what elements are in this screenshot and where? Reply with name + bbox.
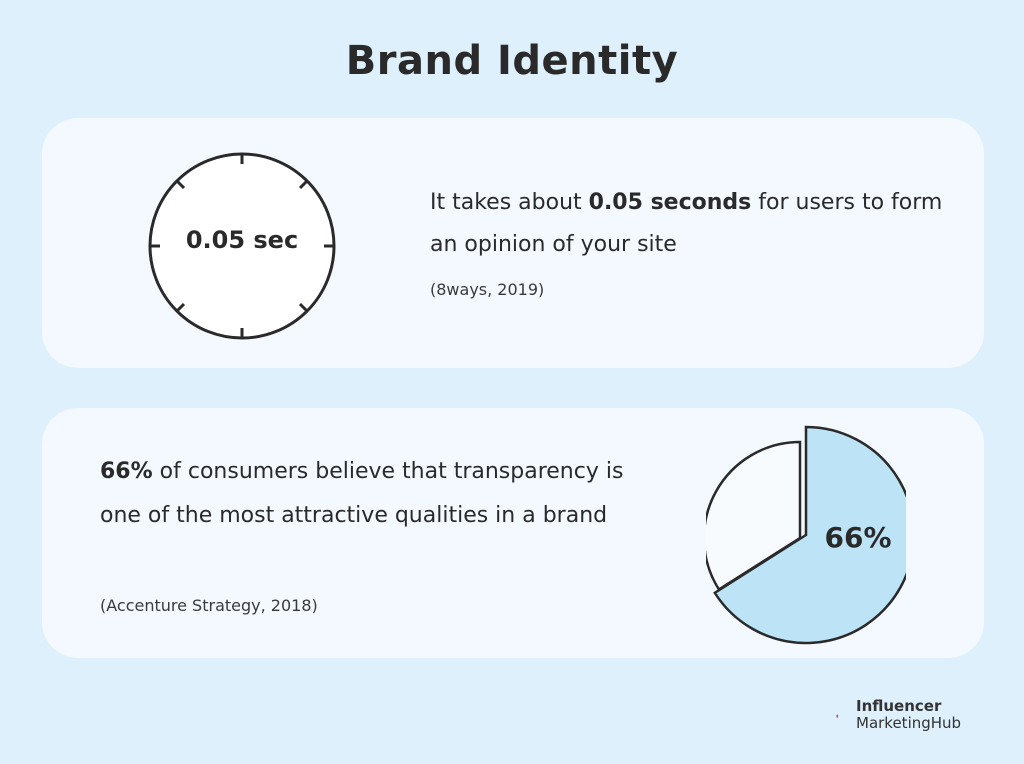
clock-label: 0.05 sec [185, 226, 299, 254]
stat-card-load-time: 0.05 sec It takes about 0.05 seconds for… [42, 118, 984, 368]
brand-logo-icon [836, 714, 839, 718]
source-citation: (8ways, 2019) [430, 280, 545, 299]
page-title: Brand Identity [345, 38, 679, 84]
statement-text: for users to form an opinion of your sit… [430, 190, 943, 257]
statement-highlight: 66% [100, 459, 153, 484]
logo-text-line1: Influencer [856, 697, 942, 715]
stat-card-transparency: 66% of consumers believe that transparen… [42, 408, 984, 658]
statement-text: It takes about [430, 190, 589, 215]
pie-slice-highlight [713, 425, 906, 645]
statement-highlight: 0.05 seconds [588, 190, 752, 215]
transparency-statement: 66% of consumers believe that transparen… [100, 450, 660, 538]
clock-icon [148, 152, 336, 340]
pie-label: 66% [824, 521, 891, 554]
logo-text-line2: MarketingHub [856, 714, 962, 732]
source-citation: (Accenture Strategy, 2018) [100, 596, 318, 615]
load-time-statement: It takes about 0.05 seconds for users to… [430, 182, 950, 266]
pie-chart: 66% [706, 425, 906, 645]
statement-text: of consumers believe that transparency i… [100, 459, 624, 528]
